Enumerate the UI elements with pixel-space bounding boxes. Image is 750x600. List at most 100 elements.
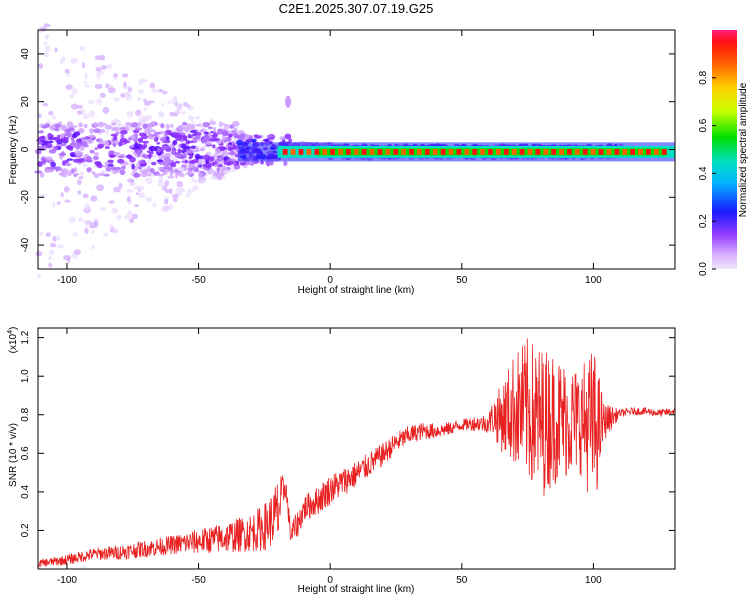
spectrogram-peak-mark [519,149,525,155]
spectrogram-band-mark [222,169,231,175]
spectrogram-band-mark [223,139,228,143]
spectrogram-faint-mark [112,228,119,234]
spectrogram-faint-mark [143,98,147,102]
spectrogram-band-mark [113,135,118,141]
snr-y-tick-label: 0.8 [20,407,31,421]
spectrogram-band-mark [150,121,156,126]
spectrogram-band-mark [85,138,94,144]
spectrogram-faint-mark [42,102,49,107]
spectrogram-band-mark [111,122,116,126]
spectrogram-faint-mark [164,179,170,187]
spectrogram-band-mark [136,149,142,155]
snr-scale-factor: (x104) [7,327,19,354]
spectrogram-faint-mark [94,55,103,61]
spectrogram-band-mark [219,154,224,159]
spectrogram-faint-mark [109,223,113,230]
spectrogram-band-mark [283,160,288,167]
snr-x-tick-label: -50 [191,575,206,586]
spectrogram-band-mark [247,135,254,140]
spectrogram-faint-mark [113,97,120,102]
spectrogram-faint-mark [171,98,178,105]
spectrogram-peak-mark [630,149,635,155]
spectrogram-band-mark [97,163,103,169]
spectrogram-band-mark [168,132,174,136]
spectrogram-band-mark [137,165,143,170]
spectrogram-band-mark [78,127,85,134]
spectrogram-band-mark [107,159,114,163]
spectrogram-faint-mark [143,100,151,106]
spectrogram-band-mark [194,146,200,151]
spectrogram-faint-mark [164,188,172,194]
spectrogram-band-mark [260,160,264,165]
spectrogram-faint-mark [111,207,119,214]
spectrogram-y-tick-label: -40 [20,237,31,252]
spectrogram-faint-mark [96,72,101,80]
spectrogram-faint-mark [80,171,84,177]
spectrogram-faint-mark [167,175,175,179]
spectrogram-faint-mark [70,57,79,64]
spectrogram-band-mark [163,157,171,162]
spectrogram-band-mark [194,153,201,160]
spectrogram-faint-mark [91,229,95,234]
spectrogram-band-mark [284,133,292,140]
spectrogram-band-mark [215,148,221,154]
spectrogram-band-mark [149,168,155,174]
spectrogram-x-tick-label: -50 [191,275,206,286]
spectrogram-band-mark [151,129,156,133]
spectrogram-band-mark [104,146,110,150]
snr-x-tick-label: 0 [327,575,333,586]
spectrogram-peak-mark [598,149,604,155]
spectrogram-faint-mark [95,67,102,72]
spectrogram-band-mark [182,153,187,158]
spectrogram-band-mark [78,122,83,128]
spectrogram-band-mark [121,165,126,170]
spectrogram-band-mark [222,146,228,151]
snr-y-label: SNR (10 * v/v) [8,423,19,487]
spectrogram-faint-mark [84,227,89,234]
spectrogram-faint-mark [59,57,64,65]
snr-scale-prefix: (x10 [8,333,19,353]
spectrogram-faint-mark [90,195,98,202]
spectrogram-band-mark [45,143,53,149]
spectrogram-faint-mark [102,232,109,237]
spectrogram-band-mark [62,143,67,147]
spectrogram-band-mark [233,127,237,133]
spectrogram-faint-mark [187,106,195,111]
spectrogram-faint-mark [185,193,191,198]
spectrogram-band-mark [112,169,118,175]
spectrogram-faint-mark [76,104,84,109]
spectrogram-band-mark [172,140,178,146]
spectrogram-band-mark [113,166,122,171]
spectrogram-faint-mark [45,232,52,237]
spectrogram-peak-mark [401,149,406,155]
spectrogram-faint-mark [100,207,106,212]
spectrogram-band-mark [219,170,224,177]
spectrogram-faint-mark [191,176,195,183]
spectrogram-faint-mark [89,110,95,117]
spectrogram-band-mark [204,131,209,135]
spectrogram-faint-mark [116,214,122,220]
spectrogram-band-mark [53,136,59,141]
spectrogram-band-mark [64,163,72,166]
spectrogram-band-mark [251,138,257,142]
spectrogram-band-mark [175,160,180,164]
spectrogram-x-tick-label: 50 [456,275,468,286]
spectrogram-peak-mark [488,149,493,155]
spectrogram-faint-mark [215,175,223,179]
spectrogram-band-mark [234,134,242,139]
spectrogram-band-mark [67,170,72,177]
snr-x-tick-label: -100 [57,575,77,586]
figure-title: C2E1.2025.307.07.19.G25 [279,1,434,16]
colorbar-tick-label: 0.2 [698,214,709,228]
spectrogram-band-mark [146,166,151,171]
spectrogram-band-mark [93,128,101,134]
spectrogram-band-mark [101,128,106,133]
spectrogram-band-mark [73,167,78,172]
spectrogram-faint-mark [142,116,150,123]
spectrogram-band-mark [227,147,233,151]
spectrogram-band-mark [98,172,105,177]
spectrogram-band-mark [169,162,177,168]
spectrogram-faint-mark [84,203,91,211]
spectrogram-faint-mark [126,196,131,203]
spectrogram-band-mark [232,144,237,150]
